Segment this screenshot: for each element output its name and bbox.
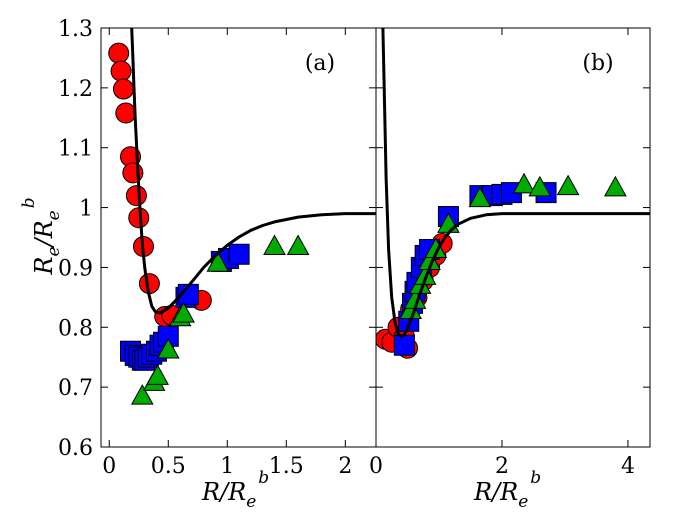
y-tick-label: 1.3 <box>58 17 93 42</box>
panel-label-b: (b) <box>582 51 613 76</box>
y-tick-label: 0.9 <box>58 256 93 281</box>
triangle-point-a <box>146 364 169 385</box>
panel-b: 0 2 4 (b) <box>369 27 651 479</box>
x-axis-label-b: R/Reb <box>473 468 541 512</box>
y-tick-label: 0.8 <box>58 316 93 341</box>
triangle-point-b <box>528 175 552 197</box>
triangle-point-a <box>156 337 180 359</box>
y-tick-label: 1.1 <box>58 137 93 162</box>
triangle-point-b <box>468 186 492 208</box>
triangle-point-a <box>172 302 195 323</box>
y-tick-label: 0.6 <box>58 436 93 461</box>
triangle-point-b <box>512 172 536 194</box>
x-tick-label-a: 1 <box>220 454 234 479</box>
y-tick-label: 1 <box>79 197 93 222</box>
triangle-point-a <box>263 234 286 255</box>
square-point-b <box>393 334 415 356</box>
circle-point-a <box>110 60 132 82</box>
y-tick-label: 0.7 <box>58 376 93 401</box>
triangle-point-a <box>206 251 230 272</box>
circle-point-a <box>108 42 130 64</box>
x-tick-label-a: 0.5 <box>151 454 186 479</box>
triangle-point-a <box>286 234 310 255</box>
fit-curve-a <box>130 28 376 315</box>
triangle-point-b <box>424 237 448 258</box>
square-point-a <box>228 243 250 265</box>
x-tick-label-b: 0 <box>369 454 383 479</box>
circle-point-a <box>112 78 134 100</box>
x-tick-label-b: 2 <box>495 454 509 479</box>
x-tick-label-a: 1.5 <box>269 454 304 479</box>
triangle-point-b <box>413 264 437 285</box>
plot-frame-b <box>375 27 651 448</box>
x-axis-label-a: R/Reb <box>201 468 269 512</box>
panel-a: 0 0.5 1 1.5 2 0.6 0.7 0.8 0.9 1 1.1 1.2 1.3 (a) <box>58 17 377 479</box>
x-tick-label-b: 4 <box>621 454 635 479</box>
fit-curve-b <box>381 28 650 338</box>
x-tick-label-a: 0 <box>102 454 116 479</box>
y-axis-label: Re/Reb <box>19 197 64 275</box>
triangle-point-b <box>604 175 627 197</box>
triangle-point-a <box>130 384 154 405</box>
x-tick-label-a: 2 <box>338 454 352 479</box>
circle-point-a <box>125 185 147 207</box>
y-tick-label: 1.2 <box>58 77 93 102</box>
triangle-point-b <box>556 174 580 196</box>
panel-label-a: (a) <box>305 51 335 76</box>
circle-point-a <box>115 102 137 124</box>
